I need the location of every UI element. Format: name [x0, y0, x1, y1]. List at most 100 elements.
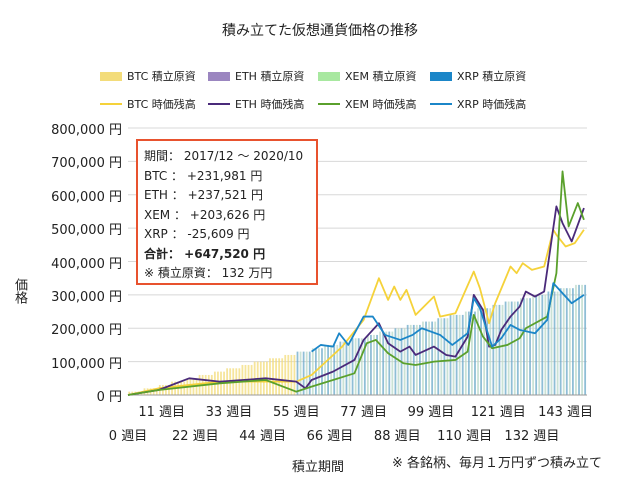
- x-tick-label: 99 週目: [407, 405, 455, 420]
- y-tick-label: 600,000 円: [51, 189, 122, 205]
- principal-bar: [275, 358, 277, 395]
- principal-bar: [406, 324, 409, 395]
- principal-bar: [477, 308, 479, 395]
- legend-xem-principal: XEM 積立原資: [318, 68, 416, 84]
- principal-bar: [345, 341, 348, 395]
- principal-bar: [425, 321, 427, 395]
- principal-bar: [305, 351, 308, 395]
- principal-bar: [415, 324, 418, 395]
- principal-bar: [357, 338, 360, 395]
- principal-bar: [495, 304, 498, 395]
- principal-bar: [394, 328, 397, 395]
- x-tick-label: 77 週目: [340, 405, 387, 420]
- principal-bar: [584, 284, 587, 395]
- principal-bar: [550, 291, 553, 395]
- principal-bar: [278, 358, 281, 395]
- series-line-eth: [127, 205, 585, 396]
- summary-principal: ※ 積立原資： 132 万円: [144, 266, 273, 280]
- principal-bar: [412, 324, 415, 395]
- x-tick-label: 55 週目: [272, 405, 320, 420]
- principal-bar: [299, 351, 302, 395]
- x-tick-label: 88 週目: [373, 429, 421, 444]
- principal-bar: [452, 314, 455, 395]
- principal-bar: [403, 328, 406, 395]
- y-axis-label: 価格: [12, 278, 27, 304]
- principal-bar: [507, 301, 510, 395]
- principal-bar: [293, 354, 296, 395]
- principal-bar: [376, 334, 378, 395]
- principal-bar: [446, 318, 449, 395]
- principal-bar: [483, 308, 486, 395]
- principal-bar: [302, 351, 305, 395]
- principal-bar: [526, 298, 528, 395]
- summary-total: 合計： +647,520 円: [144, 246, 266, 261]
- principal-bar: [556, 291, 559, 395]
- principal-bar: [501, 304, 504, 395]
- principal-bar: [327, 344, 329, 395]
- principal-bar: [422, 321, 424, 395]
- principal-bar: [431, 321, 434, 395]
- principal-bar: [354, 338, 357, 395]
- principal-bar: [565, 288, 568, 395]
- principal-bar: [419, 324, 421, 395]
- principal-bar: [513, 301, 516, 395]
- principal-bar: [290, 354, 293, 395]
- principal-bar: [342, 341, 345, 395]
- principal-bar: [535, 294, 538, 395]
- principal-bar: [486, 308, 489, 395]
- principal-bar: [373, 334, 375, 395]
- principal-bar: [437, 318, 440, 395]
- principal-bar: [568, 288, 571, 395]
- principal-bar: [324, 344, 326, 395]
- principal-bar: [581, 284, 583, 395]
- principal-bar: [388, 331, 391, 395]
- principal-bar: [366, 334, 369, 395]
- principal-bar: [351, 338, 354, 395]
- principal-bar: [529, 298, 531, 395]
- principal-bar: [504, 301, 507, 395]
- principal-bar: [458, 314, 461, 395]
- principal-bar: [538, 294, 541, 395]
- principal-bar: [391, 331, 394, 395]
- summary-eth: ETH ： +237,521 円: [144, 188, 264, 202]
- summary-xem: XEM ： +203,626 円: [144, 207, 266, 222]
- principal-bar: [281, 358, 284, 395]
- legend-eth-principal: ETH 積立原資: [208, 68, 304, 84]
- principal-bar: [480, 308, 482, 395]
- series-line-btc: [127, 228, 585, 396]
- principal-bar: [318, 348, 320, 395]
- principal-bar: [382, 331, 385, 395]
- principal-bar: [155, 388, 158, 395]
- x-tick-label: 44 週目: [239, 429, 286, 444]
- principal-bar: [553, 291, 556, 395]
- series-line-xrp: [311, 282, 585, 353]
- legend-btc-value: BTC 時価残高: [100, 96, 196, 112]
- y-tick-label: 300,000 円: [51, 289, 122, 305]
- principal-bar: [471, 311, 473, 395]
- principal-bar: [575, 284, 577, 395]
- x-axis-label: 積立期間: [292, 460, 345, 475]
- x-tick-label: 143 週目: [538, 405, 594, 420]
- principal-bar: [523, 298, 525, 395]
- principal-bar: [434, 321, 437, 395]
- principal-bar: [492, 304, 495, 395]
- principal-bar: [321, 348, 323, 395]
- principal-bar: [428, 321, 430, 395]
- principal-bar: [272, 358, 274, 395]
- x-tick-label: 33 週目: [205, 405, 253, 420]
- principal-bar: [544, 294, 547, 395]
- principal-bar: [385, 331, 388, 395]
- legend-xrp-value: XRP 時価残高: [430, 96, 526, 112]
- y-tick-label: 400,000 円: [51, 256, 122, 272]
- principal-bar: [474, 311, 476, 395]
- principal-bar: [532, 294, 535, 395]
- principal-bar: [397, 328, 400, 395]
- principal-bar: [370, 334, 372, 395]
- principal-bar: [562, 288, 565, 395]
- principal-bar: [363, 338, 366, 395]
- x-tick-label: 11 週目: [138, 405, 185, 420]
- principal-bar: [489, 308, 492, 395]
- y-tick-label: 500,000 円: [51, 223, 122, 239]
- principal-bar: [572, 288, 574, 395]
- principal-bar: [440, 318, 443, 395]
